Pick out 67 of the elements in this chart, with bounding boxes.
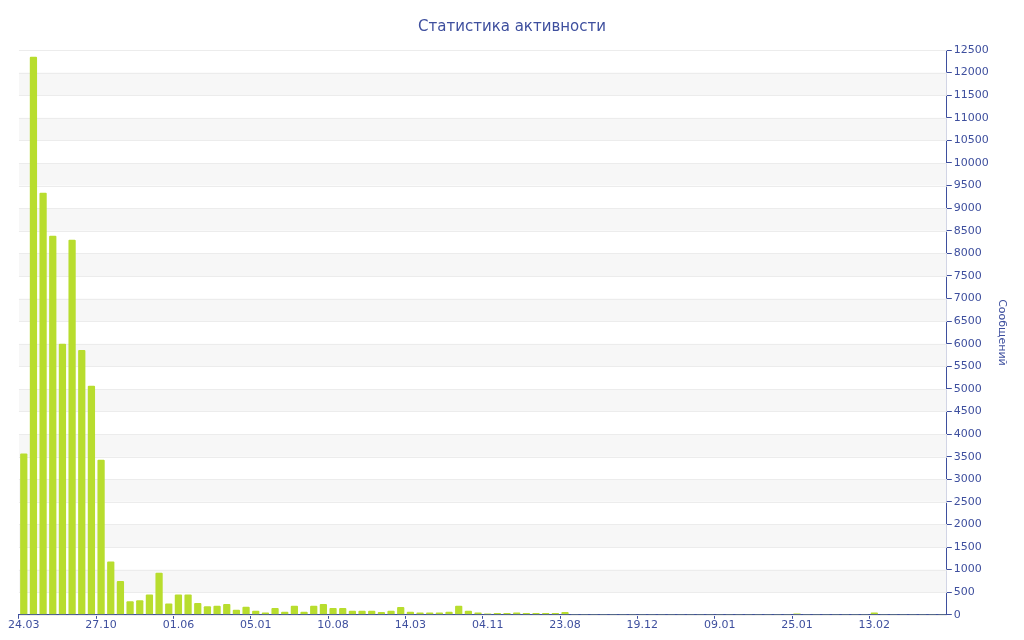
- y-tick-label: 5000: [953, 381, 982, 395]
- y-tick-label: 2000: [953, 517, 982, 531]
- y-tick-label: 11000: [953, 110, 989, 124]
- x-tick-label: 09.01: [703, 618, 736, 632]
- bar: [174, 594, 183, 615]
- bar: [155, 572, 163, 615]
- y-tick-label: 7500: [953, 268, 982, 282]
- bar: [68, 239, 76, 615]
- y-tick-label: 8500: [953, 223, 982, 237]
- bar: [145, 594, 154, 615]
- y-tick-label: 0: [953, 607, 961, 621]
- bar: [223, 603, 231, 615]
- y-tick-label: 6000: [953, 336, 982, 350]
- y-tick-label: 11500: [953, 88, 989, 102]
- chart-title: Статистика активности: [418, 16, 606, 35]
- x-tick-label: 14.03: [394, 618, 427, 632]
- y-axis-title: Сообщений: [995, 299, 1009, 366]
- bar: [310, 605, 318, 615]
- y-tick-label: 4000: [953, 426, 982, 440]
- bar: [29, 56, 38, 615]
- bar: [97, 459, 105, 615]
- y-tick-label: 6500: [953, 313, 982, 327]
- bar: [58, 343, 67, 615]
- bar: [290, 605, 299, 615]
- bar: [107, 561, 115, 615]
- bar: [319, 603, 328, 615]
- bar: [87, 385, 96, 615]
- x-tick-label: 13.02: [858, 618, 891, 632]
- y-tick-label: 3500: [953, 449, 982, 463]
- bar: [455, 605, 463, 615]
- x-tick-label: 05.01: [239, 618, 272, 632]
- bar: [136, 600, 144, 615]
- y-tick-label: 12500: [953, 42, 989, 56]
- x-tick-label: 24.03: [8, 618, 40, 632]
- bar: [39, 192, 47, 615]
- y-tick-label: 2500: [953, 494, 982, 508]
- y-tick-label: 10500: [953, 133, 989, 147]
- bar: [126, 601, 134, 615]
- x-tick-label: 19.12: [626, 618, 659, 632]
- x-tick-label: 10.08: [317, 618, 349, 632]
- y-tick-label: 1000: [953, 562, 982, 576]
- y-tick-label: 1500: [953, 539, 982, 553]
- x-tick-label: 04.11: [471, 618, 504, 632]
- y-tick-label: 12000: [953, 65, 989, 79]
- y-tick-label: 4500: [953, 404, 982, 418]
- bar: [194, 603, 202, 615]
- bar: [184, 594, 192, 615]
- x-tick-label: 25.01: [781, 618, 813, 632]
- y-tick-label: 9500: [953, 178, 982, 192]
- y-tick-label: 8000: [953, 246, 982, 260]
- bar: [20, 453, 28, 615]
- bar: [213, 605, 221, 615]
- x-tick-label: 23.08: [549, 618, 581, 632]
- bar: [203, 606, 212, 615]
- x-tick-label: 01.06: [162, 618, 195, 632]
- y-tick-label: 500: [953, 585, 975, 599]
- x-tick-label: 27.10: [85, 618, 117, 632]
- y-tick-label: 3000: [953, 472, 982, 486]
- y-tick-label: 10000: [953, 155, 989, 169]
- y-tick-label: 7000: [953, 291, 982, 305]
- y-tick-label: 5500: [953, 359, 982, 373]
- y-tick-label: 9000: [953, 201, 982, 214]
- bar: [242, 606, 250, 615]
- bar: [78, 350, 86, 615]
- bar: [49, 235, 57, 615]
- bar: [165, 603, 173, 615]
- bar: [116, 580, 125, 615]
